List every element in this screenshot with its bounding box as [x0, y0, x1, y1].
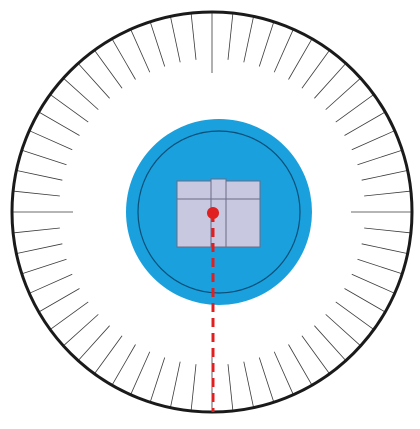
- dial-tick: [50, 94, 89, 123]
- dial-tick: [357, 258, 402, 274]
- dial-tick: [190, 14, 197, 60]
- dial-tick: [50, 301, 89, 330]
- pivot-dot-icon: [207, 207, 219, 219]
- dial-tick: [94, 50, 123, 89]
- dial-tick: [335, 94, 374, 123]
- dial-tick: [243, 361, 254, 407]
- dial-tick: [63, 78, 99, 110]
- block-right-bottom: [225, 198, 261, 248]
- dial-tick: [150, 357, 166, 402]
- block-left-top: [176, 180, 212, 200]
- dial-tick: [150, 22, 166, 67]
- dial-tick: [30, 273, 73, 294]
- block-right-top: [225, 180, 261, 200]
- dial-tick: [288, 344, 312, 385]
- dial-tick: [301, 50, 330, 89]
- dial-tick: [170, 17, 181, 63]
- dial-tick: [273, 351, 294, 394]
- dial-tick: [22, 150, 67, 166]
- dial-tick: [361, 170, 407, 181]
- dial-tick: [78, 63, 110, 99]
- dial-tick: [30, 130, 73, 151]
- dial-tick: [22, 258, 67, 274]
- block-center-bottom: [210, 198, 227, 248]
- dial-tick: [301, 335, 330, 374]
- dial-tick: [351, 130, 394, 151]
- dial-tick: [14, 190, 60, 197]
- dial-tick: [170, 361, 181, 407]
- dial-tick: [344, 288, 385, 312]
- dial-tick: [325, 78, 361, 110]
- dial-tick: [288, 39, 312, 80]
- dial-tick: [361, 243, 407, 254]
- dial-tick: [130, 351, 151, 394]
- dial-tick: [17, 170, 63, 181]
- dial-tick: [258, 357, 274, 402]
- dial-tick: [351, 273, 394, 294]
- dial-tick: [39, 288, 80, 312]
- dial-tick: [190, 364, 197, 410]
- hub-inner-ring: [137, 130, 301, 294]
- dial-tick: [364, 227, 410, 234]
- dial-tick: [357, 150, 402, 166]
- dial-tick: [17, 243, 63, 254]
- dial-tick: [227, 14, 234, 60]
- dial-tick: [243, 17, 254, 63]
- dial-tick: [112, 344, 136, 385]
- dial-tick: [325, 314, 361, 346]
- dial-tick: [335, 301, 374, 330]
- dial-tick: [273, 30, 294, 73]
- dial-ticks: [13, 13, 411, 411]
- dial-tick: [258, 22, 274, 67]
- dial-tick: [39, 112, 80, 136]
- block-center-top: [210, 178, 227, 200]
- block-left-bottom: [176, 198, 212, 248]
- dial-tick: [344, 112, 385, 136]
- center-block: [176, 178, 261, 248]
- dial-tick: [364, 190, 410, 197]
- dial-tick: [130, 30, 151, 73]
- dial-tick: [63, 314, 99, 346]
- dial-tick: [112, 39, 136, 80]
- dial-tick: [314, 63, 346, 99]
- dial-tick: [314, 325, 346, 361]
- dial-tick: [94, 335, 123, 374]
- dial-tick: [14, 227, 60, 234]
- dial-tick: [78, 325, 110, 361]
- dial-tick: [227, 364, 234, 410]
